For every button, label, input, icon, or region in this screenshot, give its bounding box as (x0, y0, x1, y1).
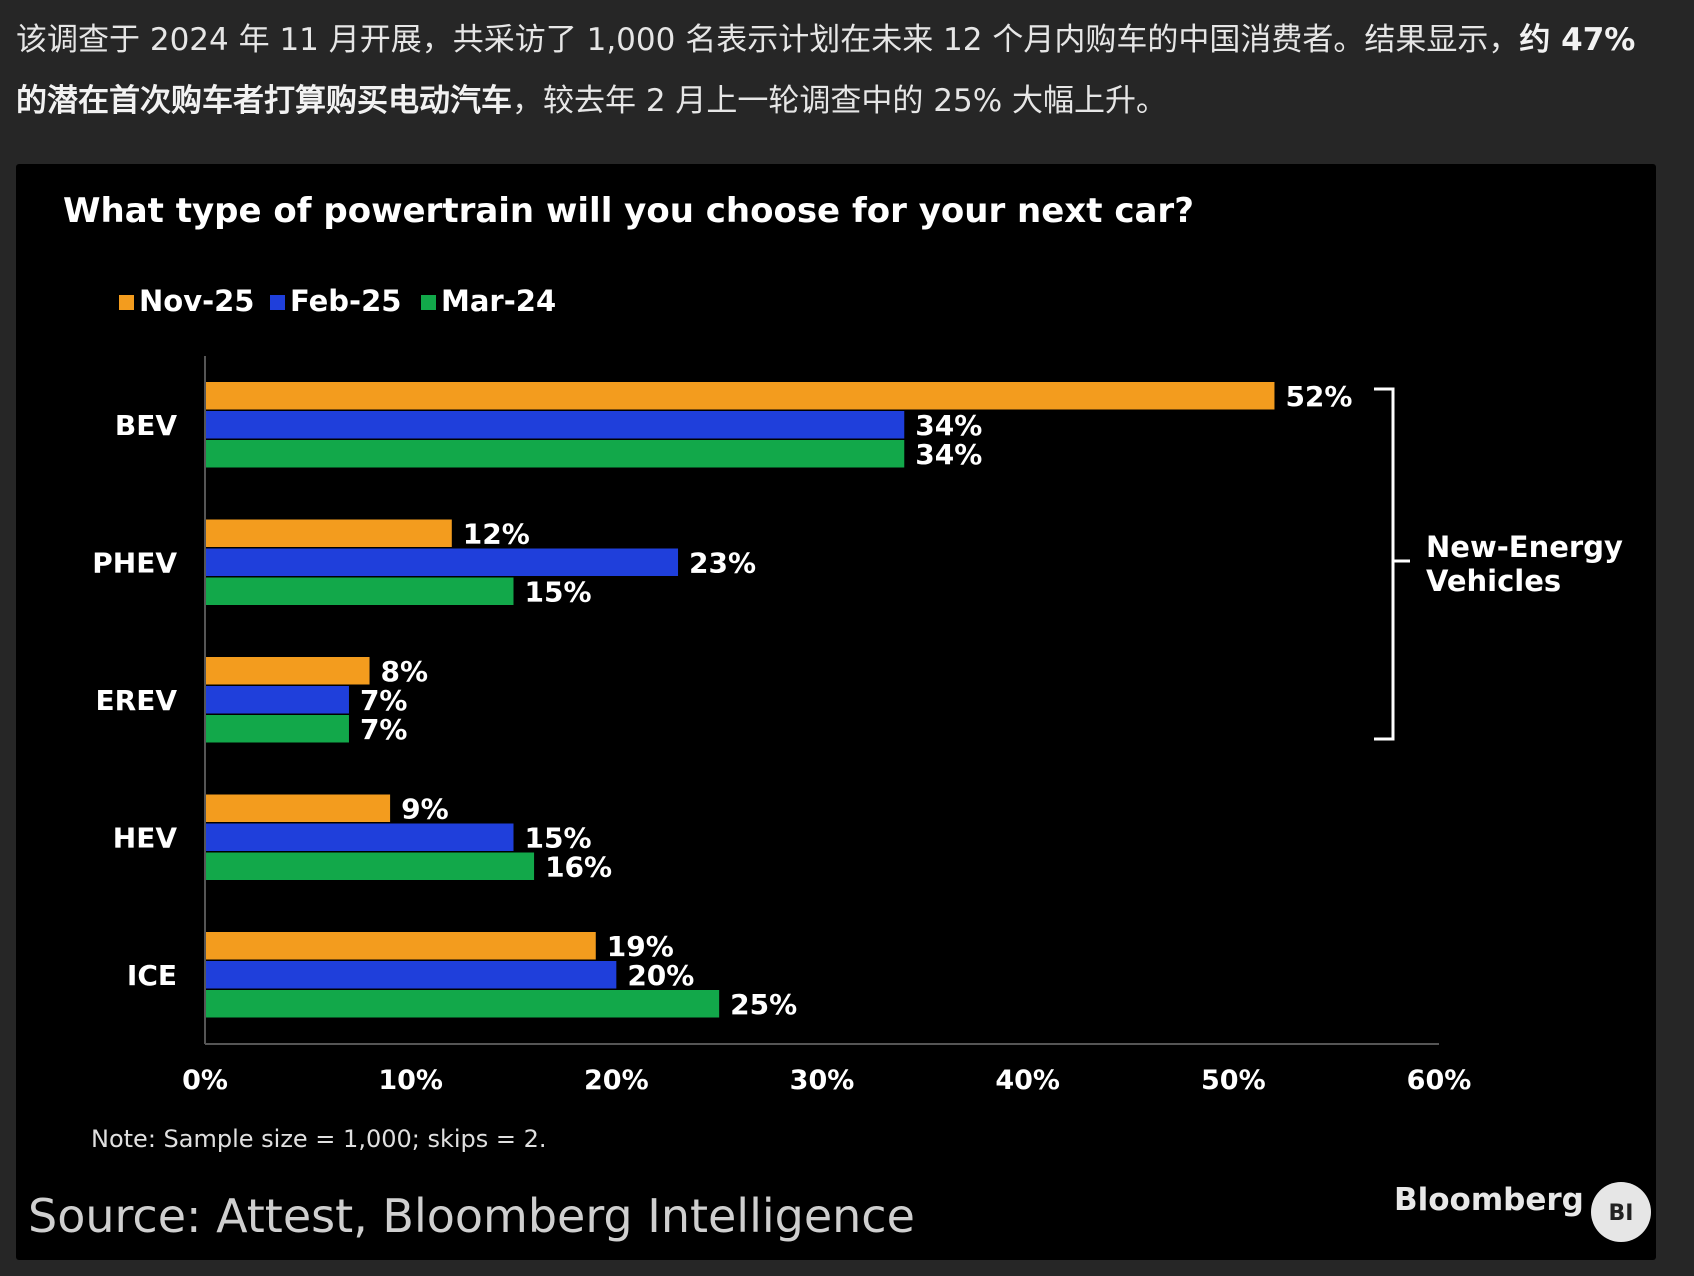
value-label-erev-nov-25: 8% (381, 655, 429, 688)
bar-hev-feb-25 (205, 823, 514, 851)
x-tick-label-0: 0% (182, 1065, 228, 1096)
value-label-ice-feb-25: 20% (627, 959, 694, 992)
nev-label-line1: New-Energy (1426, 530, 1623, 564)
category-label-phev: PHEV (92, 546, 177, 579)
intro-highlight: 约 47% 的潜在首次购车者打算购买电动汽车 (16, 22, 1636, 119)
x-tick-label-1: 10% (378, 1065, 443, 1096)
value-label-erev-feb-25: 7% (360, 684, 408, 717)
value-label-phev-mar-24: 15% (525, 575, 592, 608)
category-label-hev: HEV (113, 821, 178, 854)
bars-group: BEV52%34%34%PHEV12%23%15%EREV8%7%7%HEV9%… (92, 380, 1352, 1021)
bar-erev-nov-25 (205, 657, 370, 685)
value-label-bev-nov-25: 52% (1285, 380, 1352, 413)
x-tick-label-6: 60% (1407, 1065, 1472, 1096)
chart-note: Note: Sample size = 1,000; skips = 2. (91, 1125, 547, 1153)
x-tick-label-3: 30% (790, 1065, 855, 1096)
chart-legend: Nov-25 Feb-25 Mar-24 (119, 284, 556, 318)
legend-label-0: Nov-25 (139, 284, 255, 318)
x-axis-ticks: 0% 10% 20% 30% 40% 50% 60% (182, 1065, 1471, 1096)
chart-title: What type of powertrain will you choose … (63, 191, 1194, 231)
chart-source: Source: Attest, Bloomberg Intelligence (28, 1189, 915, 1243)
bar-ice-feb-25 (205, 961, 617, 989)
value-label-ice-nov-25: 19% (607, 930, 674, 963)
chart-card: What type of powertrain will you choose … (16, 164, 1656, 1260)
bi-badge-icon (1591, 1182, 1651, 1242)
intro-text-1: 该调查于 2024 年 11 月开展，共采访了 1,000 名表示计划在未来 1… (16, 22, 1520, 58)
bar-hev-mar-24 (205, 852, 535, 880)
value-label-phev-feb-25: 23% (689, 546, 756, 579)
bi-badge-text: BI (1609, 1201, 1634, 1226)
intro-text-2: ，较去年 2 月上一轮调查中的 25% 大幅上升。 (512, 83, 1168, 119)
bar-erev-feb-25 (205, 686, 349, 714)
x-tick-label-4: 40% (995, 1065, 1060, 1096)
bloomberg-logo: Bloomberg (1394, 1182, 1584, 1218)
value-label-hev-mar-24: 16% (545, 850, 612, 883)
legend-label-1: Feb-25 (290, 284, 401, 318)
category-label-ice: ICE (127, 959, 177, 992)
bar-phev-feb-25 (205, 548, 679, 576)
legend-swatch-0 (119, 295, 134, 310)
x-tick-label-5: 50% (1201, 1065, 1266, 1096)
bar-phev-nov-25 (205, 519, 452, 547)
value-label-ice-mar-24: 25% (730, 988, 797, 1021)
value-label-phev-nov-25: 12% (463, 517, 530, 550)
category-label-erev: EREV (96, 684, 178, 717)
value-label-erev-mar-24: 7% (360, 713, 408, 746)
bar-bev-nov-25 (205, 382, 1275, 410)
article-intro: 该调查于 2024 年 11 月开展，共采访了 1,000 名表示计划在未来 1… (16, 10, 1676, 132)
powertrain-chart: What type of powertrain will you choose … (28, 191, 1651, 1243)
legend-swatch-1 (270, 295, 285, 310)
bar-bev-mar-24 (205, 440, 905, 468)
nev-bracket (1374, 387, 1410, 741)
bar-hev-nov-25 (205, 794, 391, 822)
nev-label-line2: Vehicles (1426, 564, 1561, 598)
x-tick-label-2: 20% (584, 1065, 649, 1096)
bar-erev-mar-24 (205, 715, 349, 743)
bar-bev-feb-25 (205, 411, 905, 439)
category-label-bev: BEV (115, 409, 177, 442)
value-label-bev-feb-25: 34% (915, 409, 982, 442)
value-label-bev-mar-24: 34% (915, 438, 982, 471)
bar-ice-mar-24 (205, 990, 720, 1018)
legend-label-2: Mar-24 (441, 284, 556, 318)
legend-swatch-2 (421, 295, 436, 310)
value-label-hev-feb-25: 15% (525, 821, 592, 854)
bar-ice-nov-25 (205, 932, 596, 960)
bar-phev-mar-24 (205, 577, 514, 605)
value-label-hev-nov-25: 9% (401, 792, 449, 825)
